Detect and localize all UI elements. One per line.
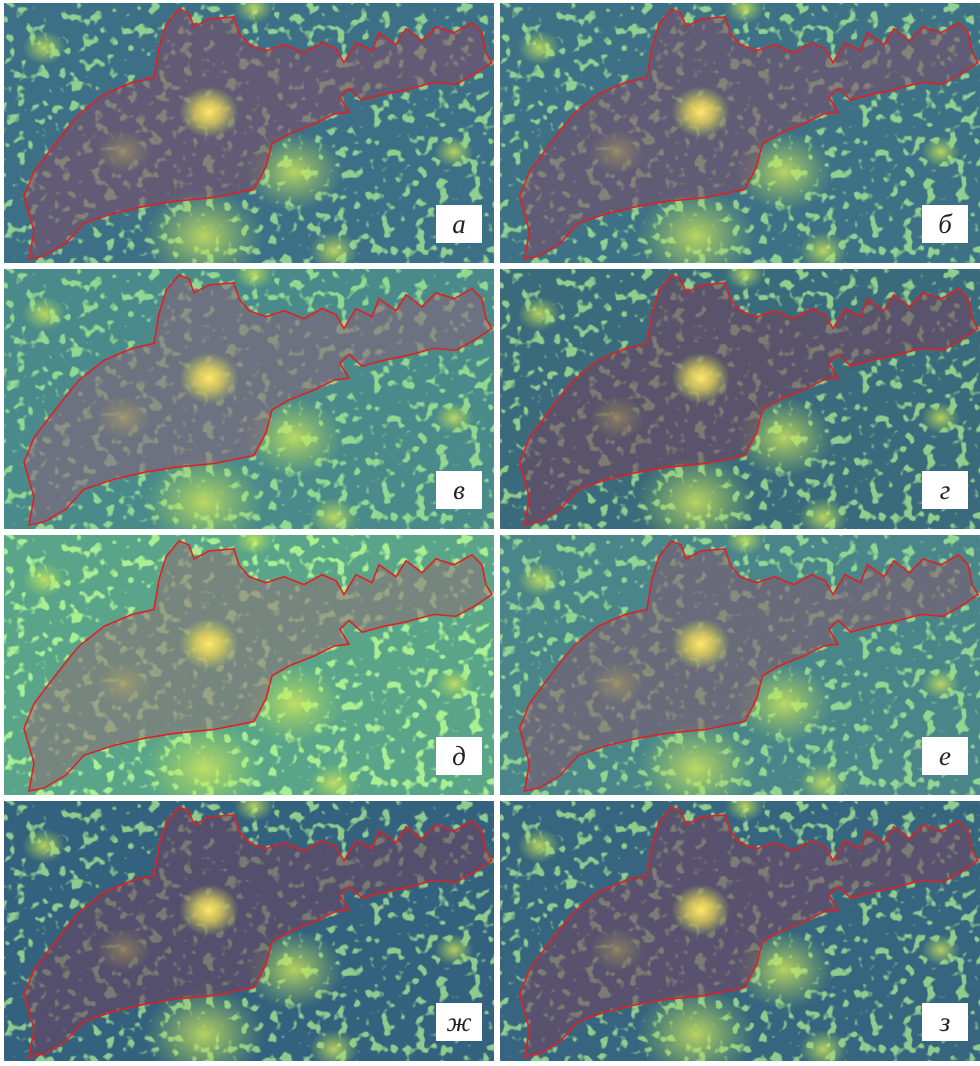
map <box>500 269 980 529</box>
city-glow <box>671 86 730 138</box>
light-glow <box>22 296 66 331</box>
city-glow <box>179 884 239 936</box>
body: абвгдежз (() => { const data = JSON.pars… <box>0 0 980 1066</box>
light-glow <box>921 136 960 168</box>
light-glow <box>434 402 474 434</box>
panel-label: в <box>436 471 482 509</box>
map-panel: б <box>500 3 980 263</box>
page: Maps {"panels": [{"label": "а"}, {"label… <box>0 0 980 1066</box>
city-glow <box>671 884 730 936</box>
light-glow <box>518 30 561 65</box>
light-glow <box>22 562 66 597</box>
light-glow <box>434 668 474 700</box>
map <box>4 3 494 263</box>
panel-label: б <box>922 205 968 243</box>
light-glow <box>921 402 960 434</box>
map <box>4 535 494 795</box>
light-glow <box>434 136 474 168</box>
light-glow <box>921 668 960 700</box>
map <box>4 801 494 1061</box>
map-panel: в <box>4 269 494 529</box>
map-panel: е <box>500 535 980 795</box>
light-glow <box>22 828 66 863</box>
panel-grid: а б в г д е ж з <box>4 3 980 1061</box>
map-panel: з <box>500 801 980 1061</box>
city-glow <box>179 86 239 138</box>
light-glow <box>22 30 66 65</box>
map <box>4 269 494 529</box>
light-glow <box>518 562 561 597</box>
light-glow <box>518 828 561 863</box>
light-glow <box>518 296 561 331</box>
city-glow <box>179 618 239 670</box>
panel-label: з <box>922 1003 968 1041</box>
map-panel: г <box>500 269 980 529</box>
city-glow <box>179 352 239 404</box>
panel-label: г <box>922 471 968 509</box>
city-glow <box>671 618 730 670</box>
panel-label: а <box>436 205 482 243</box>
panel-label: ж <box>436 1003 482 1041</box>
city-glow <box>671 352 730 404</box>
map-panel: д <box>4 535 494 795</box>
map <box>500 3 980 263</box>
light-glow <box>921 934 960 966</box>
map <box>500 535 980 795</box>
map-panel: ж <box>4 801 494 1061</box>
map <box>500 801 980 1061</box>
panel-label: д <box>436 737 482 775</box>
map-panel: а <box>4 3 494 263</box>
light-glow <box>434 934 474 966</box>
panel-label: е <box>922 737 968 775</box>
